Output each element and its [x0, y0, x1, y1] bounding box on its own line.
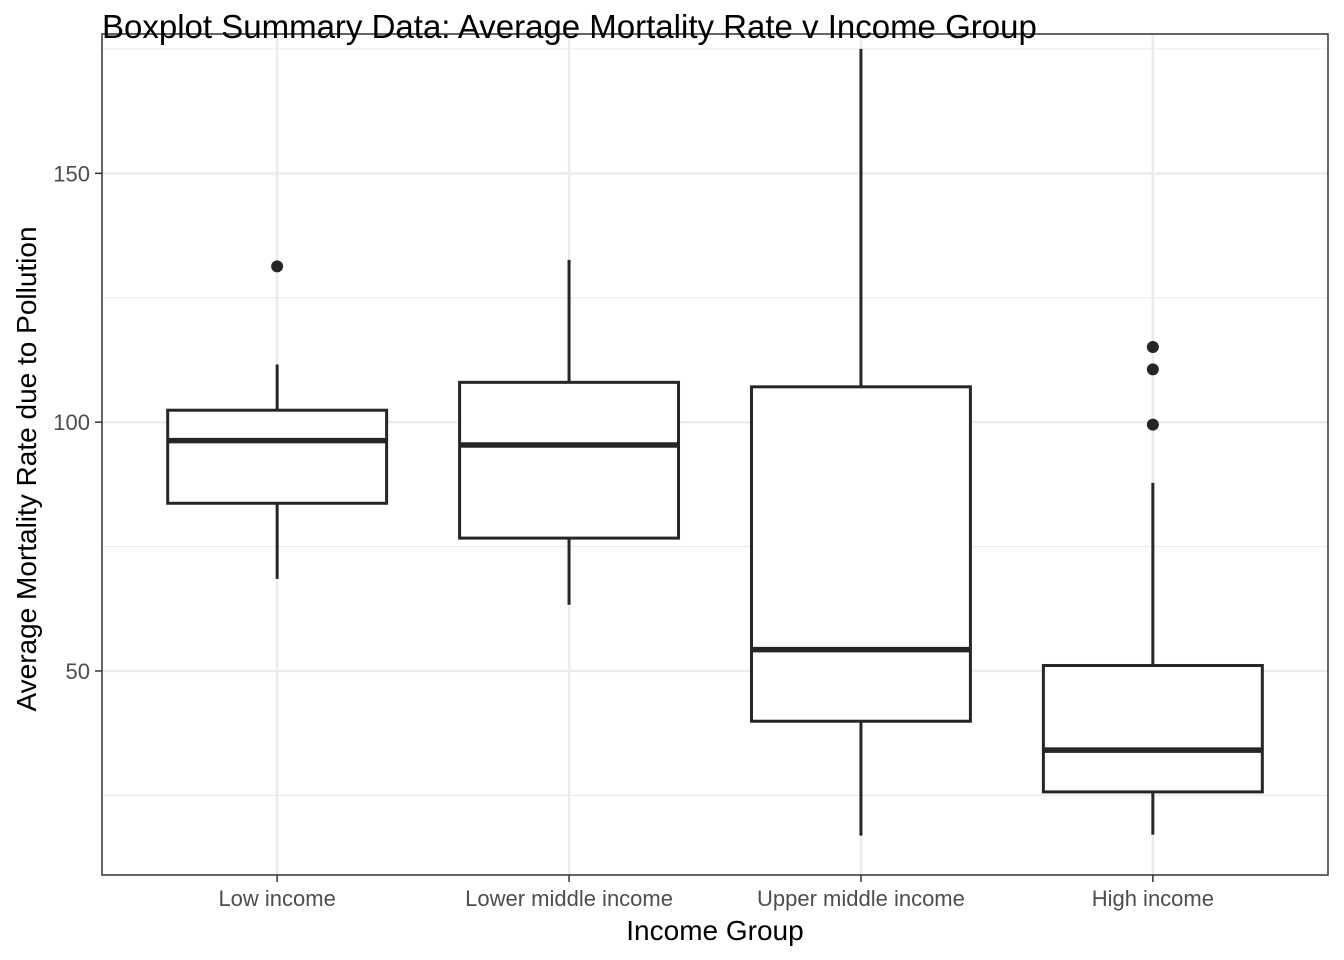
box-group: [458, 259, 681, 605]
box-group: [166, 260, 389, 579]
x-tick-label: Low income: [218, 886, 335, 911]
y-tick-label: 50: [66, 659, 90, 684]
outlier-point: [271, 260, 284, 273]
outlier-point: [1146, 363, 1159, 376]
y-tick-label: 150: [53, 161, 90, 186]
x-tick-label: High income: [1092, 886, 1214, 911]
x-tick-label: Upper middle income: [757, 886, 965, 911]
x-axis-title: Income Group: [626, 915, 803, 946]
box-group: [749, 48, 972, 836]
x-tick-label: Lower middle income: [465, 886, 673, 911]
box-layer: [166, 48, 1264, 836]
iqr-box: [458, 380, 681, 540]
iqr-box: [166, 408, 389, 505]
box-group: [1041, 341, 1264, 835]
outlier-point: [1146, 341, 1159, 354]
axis-layer: 50 100 150 Low income Lower middle income Upp…: [53, 161, 1214, 911]
iqr-box: [1041, 663, 1264, 794]
panel-border: [101, 33, 1329, 876]
outlier-point: [1146, 418, 1159, 431]
chart-title: Boxplot Summary Data: Average Mortality …: [102, 8, 1037, 45]
y-tick-label: 100: [53, 410, 90, 435]
y-axis-title: Average Mortality Rate due to Pollution: [11, 226, 42, 711]
iqr-box: [749, 385, 972, 723]
